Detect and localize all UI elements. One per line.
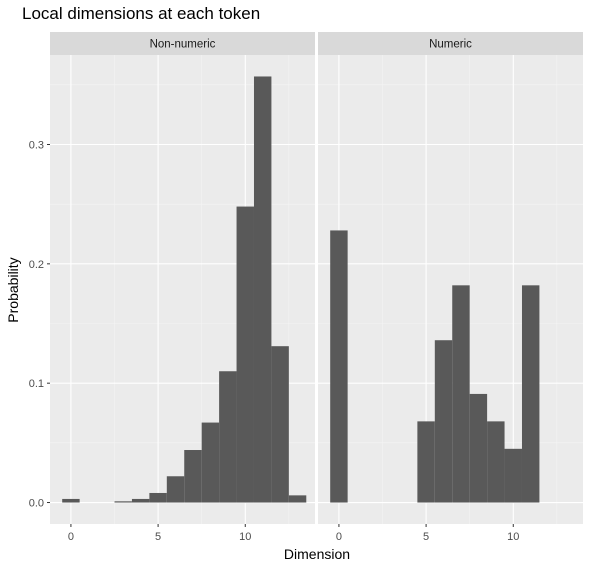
x-tick-label: 5 [155, 531, 161, 543]
y-tick-label: 0.2 [29, 259, 44, 271]
histogram-bar [114, 501, 132, 503]
histogram-bar [417, 421, 435, 503]
panels-layer: Non-numeric Numeric [50, 32, 583, 524]
histogram-bar [166, 476, 185, 503]
y-tick-label: 0.0 [29, 498, 44, 510]
histogram-bar [452, 285, 470, 503]
facet-strip [50, 32, 315, 55]
x-tick-label: 0 [68, 531, 74, 543]
histogram-bar [184, 450, 202, 503]
y-tick-label: 0.3 [29, 140, 44, 152]
histogram-bar [253, 76, 272, 503]
x-axis-title: Dimension [284, 546, 350, 562]
histogram-bar [219, 371, 237, 503]
y-axis-title: Probability [5, 257, 21, 322]
histogram-bar [521, 285, 540, 503]
histogram-bar [62, 498, 80, 503]
histogram-bar [504, 448, 522, 503]
x-tick-label: 0 [336, 531, 342, 543]
histogram-bar [434, 340, 453, 503]
y-tick-label: 0.1 [29, 378, 44, 390]
histogram-bar [149, 492, 167, 503]
histogram-bar [131, 498, 150, 503]
chart-title: Local dimensions at each token [22, 4, 261, 23]
facet-strip-label: Non-numeric [150, 39, 216, 51]
facet-strip-label: Numeric [429, 39, 472, 51]
histogram-bar [236, 206, 254, 503]
histogram-bar [330, 230, 348, 503]
facet-panel: Numeric [318, 32, 583, 524]
x-tick-label: 10 [507, 531, 519, 543]
histogram-bar [271, 346, 289, 503]
histogram-bar [469, 393, 488, 503]
histogram-bar [487, 421, 505, 503]
histogram-bar [201, 422, 220, 503]
facet-strip [318, 32, 583, 55]
facet-panel: Non-numeric [50, 32, 315, 524]
x-tick-label: 5 [423, 531, 429, 543]
axes-layer: 0 5 10 0 5 10 0.0 0.1 0.2 0.3 [29, 140, 520, 543]
x-tick-label: 10 [239, 531, 251, 543]
histogram-bar [288, 495, 307, 503]
